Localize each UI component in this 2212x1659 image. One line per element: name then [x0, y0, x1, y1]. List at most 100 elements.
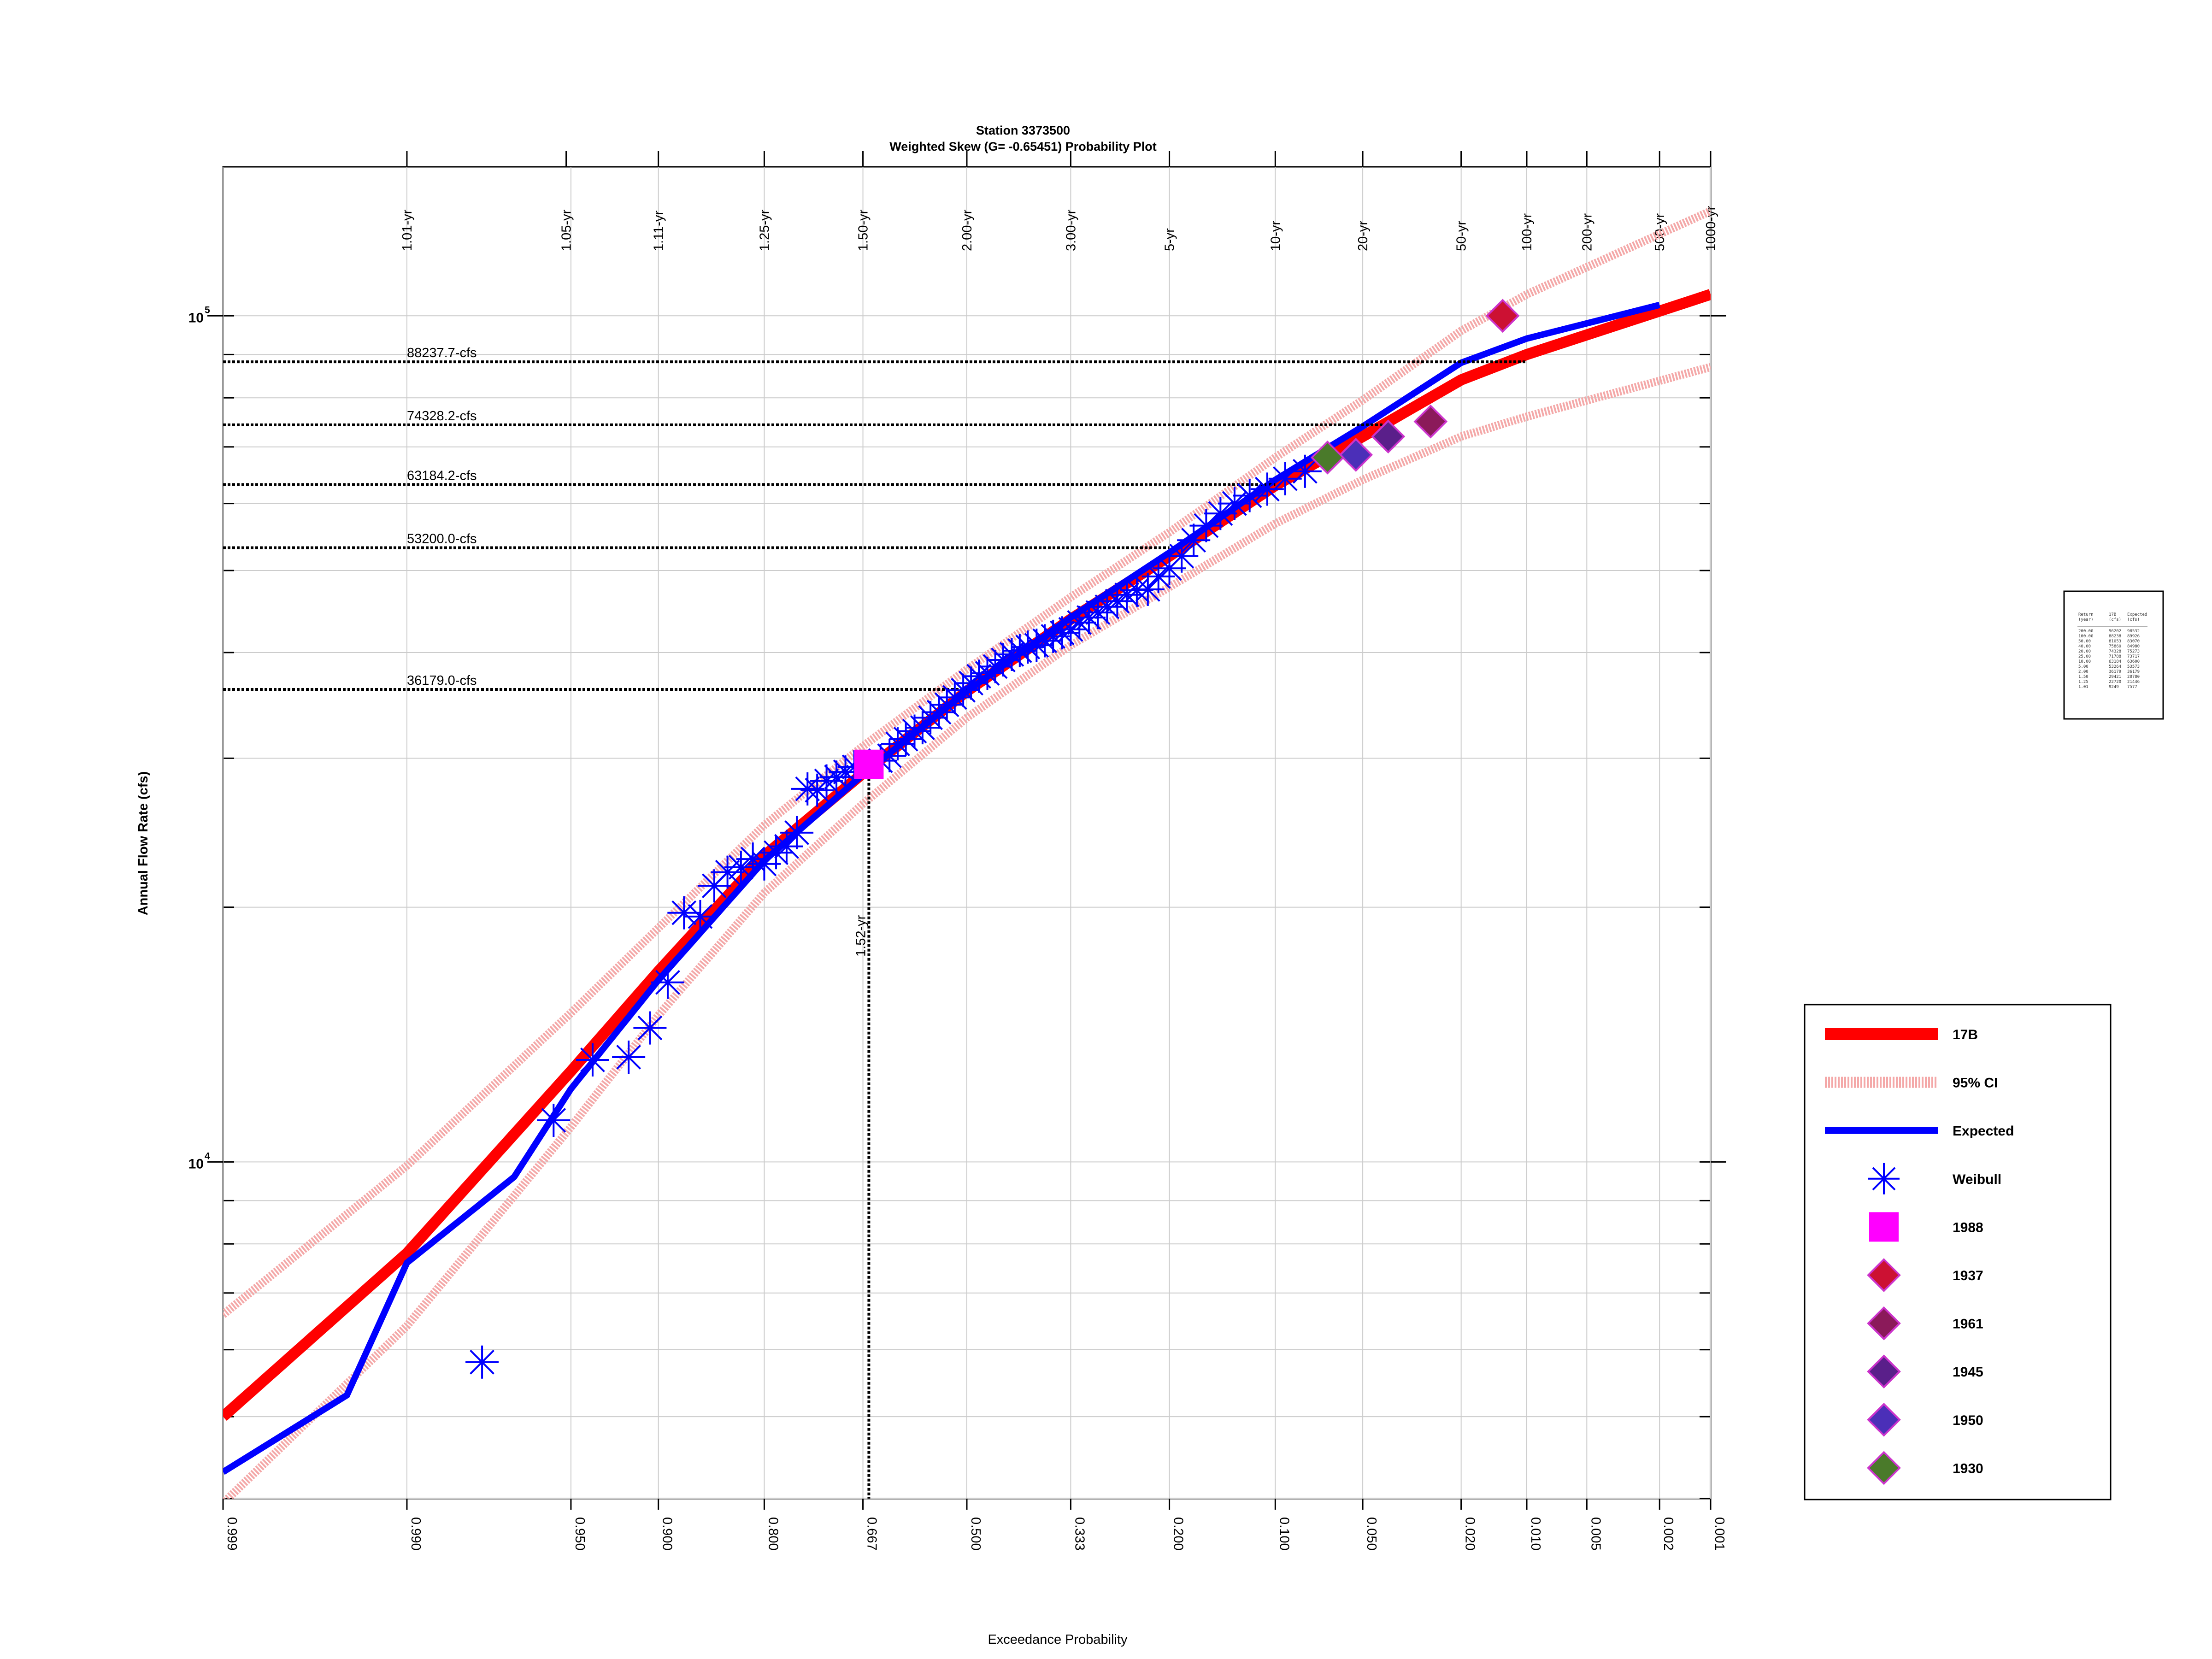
table-cell: 22720 — [2109, 680, 2121, 684]
weibull-point — [1177, 524, 1211, 557]
weibull-point — [1110, 578, 1144, 612]
weibull-star-stroke — [1015, 635, 1041, 659]
x-tick-label: 0.005 — [1588, 1517, 1603, 1551]
table-cell: 29421 — [2109, 675, 2121, 679]
weibull-point — [465, 1345, 499, 1379]
table-cell: 10.00 — [2078, 659, 2091, 664]
return-period-label: 1.05-yr — [559, 209, 574, 251]
return-period-label: 1.50-yr — [856, 209, 871, 251]
table-cell: 100.00 — [2078, 634, 2094, 639]
weibull-point — [1288, 454, 1322, 488]
table-box — [2063, 590, 2164, 720]
weibull-point — [711, 855, 744, 889]
reference-line-label: 36179.0-cfs — [407, 673, 477, 688]
weibull-point — [667, 896, 701, 930]
legend-swatch-weibull — [1868, 1163, 1900, 1194]
weibull-point — [1250, 472, 1284, 506]
chart-subtitle: Weighted Skew (G= -0.65451) Probability … — [889, 140, 1156, 153]
table-cell: 21446 — [2127, 680, 2140, 684]
return-period-label: 10-yr — [1268, 221, 1283, 251]
chart-title: Station 3373500 — [976, 124, 1070, 137]
table-cell: 63184 — [2109, 659, 2121, 664]
return-period-label: 1.25-yr — [757, 209, 772, 251]
weibull-star-stroke — [580, 1047, 605, 1072]
weibull-star-stroke — [1208, 501, 1233, 526]
table-cell: 89926 — [2127, 634, 2140, 639]
table-cell: 88238 — [2109, 634, 2121, 639]
y-tick-base: 10 — [188, 1156, 204, 1171]
marker-1937 — [1485, 299, 1520, 333]
table-cell: 73717 — [2127, 654, 2140, 659]
table-cell: 5.00 — [2078, 665, 2088, 669]
return-period-label: 200-yr — [1580, 213, 1594, 251]
weibull-star-stroke — [814, 768, 839, 794]
marker-1945 — [1371, 419, 1406, 454]
weibull-star-stroke — [1181, 528, 1206, 553]
table-header-cell: 17B — [2109, 612, 2116, 617]
table-cell: 25.00 — [2078, 654, 2091, 659]
weibull-point — [651, 965, 684, 999]
table-cell: 28780 — [2127, 675, 2140, 679]
table-cell: 20.00 — [2078, 649, 2091, 654]
legend-label-1988: 1988 — [1953, 1220, 1983, 1235]
x-tick-label: 0.999 — [224, 1517, 239, 1551]
reference-line-label: 53200.0-cfs — [407, 532, 477, 547]
table-header-cell: Expected — [2127, 612, 2147, 617]
return-period-label: 1.11-yr — [652, 211, 666, 251]
weibull-star-stroke — [833, 759, 858, 785]
marker-1988 — [854, 749, 884, 779]
x-tick-label: 0.010 — [1528, 1517, 1543, 1551]
weibull-star-stroke — [1237, 483, 1262, 508]
legend-label-Expected: Expected — [1953, 1124, 2014, 1139]
weibull-star-stroke — [671, 900, 697, 925]
table-header-cell: (cfs) — [2109, 618, 2121, 622]
weibull-point — [820, 760, 853, 794]
legend-label-1950: 1950 — [1953, 1413, 1983, 1428]
return-period-label: 2.00-yr — [960, 209, 975, 251]
table-cell: 63600 — [2127, 659, 2140, 664]
weibull-point — [633, 1011, 667, 1045]
weibull-star-stroke — [824, 765, 849, 790]
legend: 17B 95% CI Expected Weibull 1988 1937 1961 1945… — [1804, 1004, 2112, 1500]
return-period-table: Return 17B Expected (year) (cfs) (cfs) 200.00 9… — [2063, 590, 2164, 720]
table-cell: 81053 — [2109, 639, 2121, 644]
table-cell: 53264 — [2109, 665, 2121, 669]
legend-swatch-1988 — [1869, 1212, 1899, 1242]
table-cell: 1.25 — [2078, 680, 2088, 684]
legend-label-17B: 17B — [1953, 1027, 1978, 1042]
ci-upper-line — [223, 207, 1711, 1318]
weibull-star-stroke — [1194, 513, 1219, 538]
weibull-point — [780, 816, 814, 849]
legend-label-1930: 1930 — [1953, 1461, 1983, 1476]
return-period-label: 100-yr — [1520, 213, 1535, 251]
table-cell: 98532 — [2127, 629, 2140, 634]
legend-label-1961: 1961 — [1953, 1317, 1983, 1332]
reference-line-label: 88237.7-cfs — [407, 346, 477, 360]
weibull-point — [683, 900, 717, 933]
table-header-cell: (cfs) — [2127, 618, 2140, 622]
table-cell: 71788 — [2109, 654, 2121, 659]
table-cell: 40.00 — [2078, 644, 2091, 649]
weibull-point — [810, 764, 843, 798]
table-cell: 9249 — [2109, 685, 2119, 689]
x-gridlines: 0.999 0.990 0.950 0.900 0.800 0.667 0.500 0.333… — [222, 167, 1727, 1551]
x-tick-label: 0.800 — [765, 1517, 780, 1551]
legend-label-95% CI: 95% CI — [1953, 1076, 1998, 1091]
x-tick-label: 0.200 — [1171, 1517, 1186, 1551]
y-tick-exponent: 4 — [205, 1151, 210, 1161]
x-tick-label: 0.020 — [1463, 1517, 1477, 1551]
weibull-star-stroke — [1254, 477, 1280, 502]
x-tick-label: 0.002 — [1661, 1517, 1676, 1551]
x-tick-label: 0.333 — [1072, 1517, 1087, 1551]
weibull-star-stroke — [784, 820, 809, 845]
table-cell: 74328 — [2109, 649, 2121, 654]
x-tick-label: 0.050 — [1364, 1517, 1379, 1551]
return-period-axis: 1.01-yr 1.05-yr 1.11-yr 1.25-yr 1.50-yr 2.00-… — [400, 151, 1718, 251]
table-cell: 36179 — [2127, 670, 2140, 674]
x-tick-label: 0.500 — [968, 1517, 983, 1551]
weibull-point — [914, 701, 947, 735]
weibull-point — [612, 1040, 646, 1074]
weibull-star-stroke — [715, 859, 740, 885]
marker-1961 — [1413, 404, 1448, 439]
